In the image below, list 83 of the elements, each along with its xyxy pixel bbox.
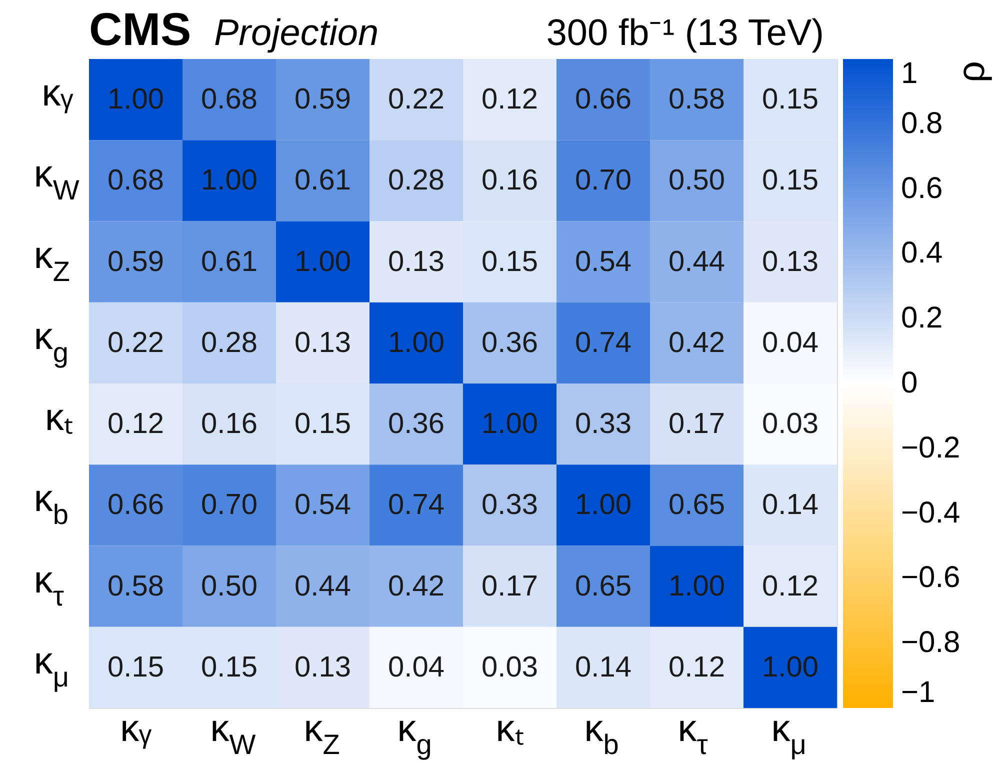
x-tick-label: κₜ bbox=[496, 708, 524, 750]
data-label: 0.68 bbox=[108, 164, 164, 197]
color-bar-label: 0.2 bbox=[901, 302, 943, 335]
data-label: 0.33 bbox=[575, 408, 632, 440]
data-label: 0.04 bbox=[762, 326, 818, 359]
data-label: 0.66 bbox=[108, 489, 164, 522]
data-label: 0.61 bbox=[294, 164, 351, 197]
y-tick-label: κᵧ bbox=[42, 72, 74, 115]
data-label: 0.58 bbox=[108, 570, 164, 602]
data-label: 0.15 bbox=[201, 651, 258, 684]
data-label: 0.66 bbox=[575, 84, 632, 116]
data-label: 0.42 bbox=[668, 326, 725, 359]
color-bar-label: 1 bbox=[901, 57, 918, 90]
data-label: 0.28 bbox=[388, 164, 444, 197]
data-label: 0.65 bbox=[668, 489, 725, 522]
data-label: 0.44 bbox=[668, 246, 725, 278]
data-label: 0.14 bbox=[762, 489, 818, 522]
data-label: 0.59 bbox=[294, 84, 351, 116]
data-label: 0.36 bbox=[482, 326, 538, 359]
data-label: 0.12 bbox=[668, 651, 725, 684]
data-label: 0.70 bbox=[201, 489, 258, 522]
data-label: 0.03 bbox=[762, 408, 818, 440]
data-label: 0.15 bbox=[762, 84, 818, 116]
data-label: 0.54 bbox=[575, 246, 632, 278]
data-label: 0.15 bbox=[294, 408, 351, 440]
data-label: 0.65 bbox=[575, 570, 632, 602]
data-label: 0.13 bbox=[294, 326, 351, 359]
data-label: 1.00 bbox=[575, 489, 632, 522]
data-label: 0.22 bbox=[388, 84, 444, 116]
data-label: 0.44 bbox=[294, 570, 351, 602]
data-label: 1.00 bbox=[482, 408, 538, 440]
data-label: 0.42 bbox=[388, 570, 444, 602]
x-tick-label: κᵧ bbox=[120, 708, 152, 750]
color-bar-label: 0 bbox=[901, 366, 918, 400]
data-label: 0.22 bbox=[108, 326, 164, 359]
data-label: 0.16 bbox=[201, 408, 258, 440]
data-label: 0.74 bbox=[388, 489, 444, 522]
data-label: 0.36 bbox=[388, 408, 444, 440]
color-bar-label: 0.6 bbox=[901, 172, 943, 205]
color-bar-label: −0.8 bbox=[901, 626, 960, 660]
chart-subtitle: Projection bbox=[214, 12, 379, 53]
data-label: 0.33 bbox=[482, 489, 538, 522]
color-bar-label: −0.4 bbox=[901, 496, 960, 530]
data-label: 0.50 bbox=[201, 570, 258, 602]
data-label: 0.04 bbox=[388, 651, 444, 684]
data-label: 1.00 bbox=[294, 246, 351, 278]
data-label: 0.13 bbox=[762, 246, 818, 278]
data-label: 0.59 bbox=[108, 246, 164, 278]
data-label: 0.03 bbox=[482, 651, 538, 684]
data-label: 0.12 bbox=[482, 84, 538, 116]
color-bar-label: −1 bbox=[901, 676, 936, 709]
color-bar-label: 0.4 bbox=[901, 236, 943, 270]
data-label: 1.00 bbox=[668, 570, 725, 602]
data-label: 0.50 bbox=[668, 164, 725, 197]
color-bar-title: ρ bbox=[951, 61, 993, 83]
data-label: 0.12 bbox=[108, 408, 164, 440]
data-label: 0.13 bbox=[388, 246, 444, 278]
data-label: 0.17 bbox=[668, 408, 725, 440]
data-label: 0.16 bbox=[482, 164, 538, 197]
data-label: 0.28 bbox=[201, 326, 258, 359]
data-label: 0.74 bbox=[575, 326, 632, 359]
data-label: 0.61 bbox=[201, 246, 258, 278]
data-label: 1.00 bbox=[762, 651, 818, 684]
data-label: 0.54 bbox=[294, 489, 351, 522]
data-label: 0.13 bbox=[294, 651, 351, 684]
data-label: 1.00 bbox=[108, 84, 164, 116]
chart-title: CMS bbox=[89, 3, 192, 55]
data-label: 0.58 bbox=[668, 84, 725, 116]
y-tick-label: κₜ bbox=[45, 397, 73, 440]
data-label: 0.17 bbox=[482, 570, 538, 602]
data-label: 0.15 bbox=[762, 164, 818, 197]
text: 300 fb⁻¹ (13 TeV) bbox=[546, 12, 824, 53]
data-label: 0.12 bbox=[762, 570, 818, 602]
data-label: 1.00 bbox=[201, 164, 258, 197]
data-label: 0.14 bbox=[575, 651, 632, 684]
data-label: 0.15 bbox=[108, 651, 164, 684]
data-label: 1.00 bbox=[388, 326, 444, 359]
data-label: 0.70 bbox=[575, 164, 632, 197]
data-label: 0.15 bbox=[482, 246, 538, 278]
color-bar-label: 0.8 bbox=[901, 106, 943, 140]
color-bar-label: −0.6 bbox=[901, 561, 960, 594]
data-label: 0.68 bbox=[201, 84, 258, 116]
color-bar-label: −0.2 bbox=[901, 431, 960, 464]
